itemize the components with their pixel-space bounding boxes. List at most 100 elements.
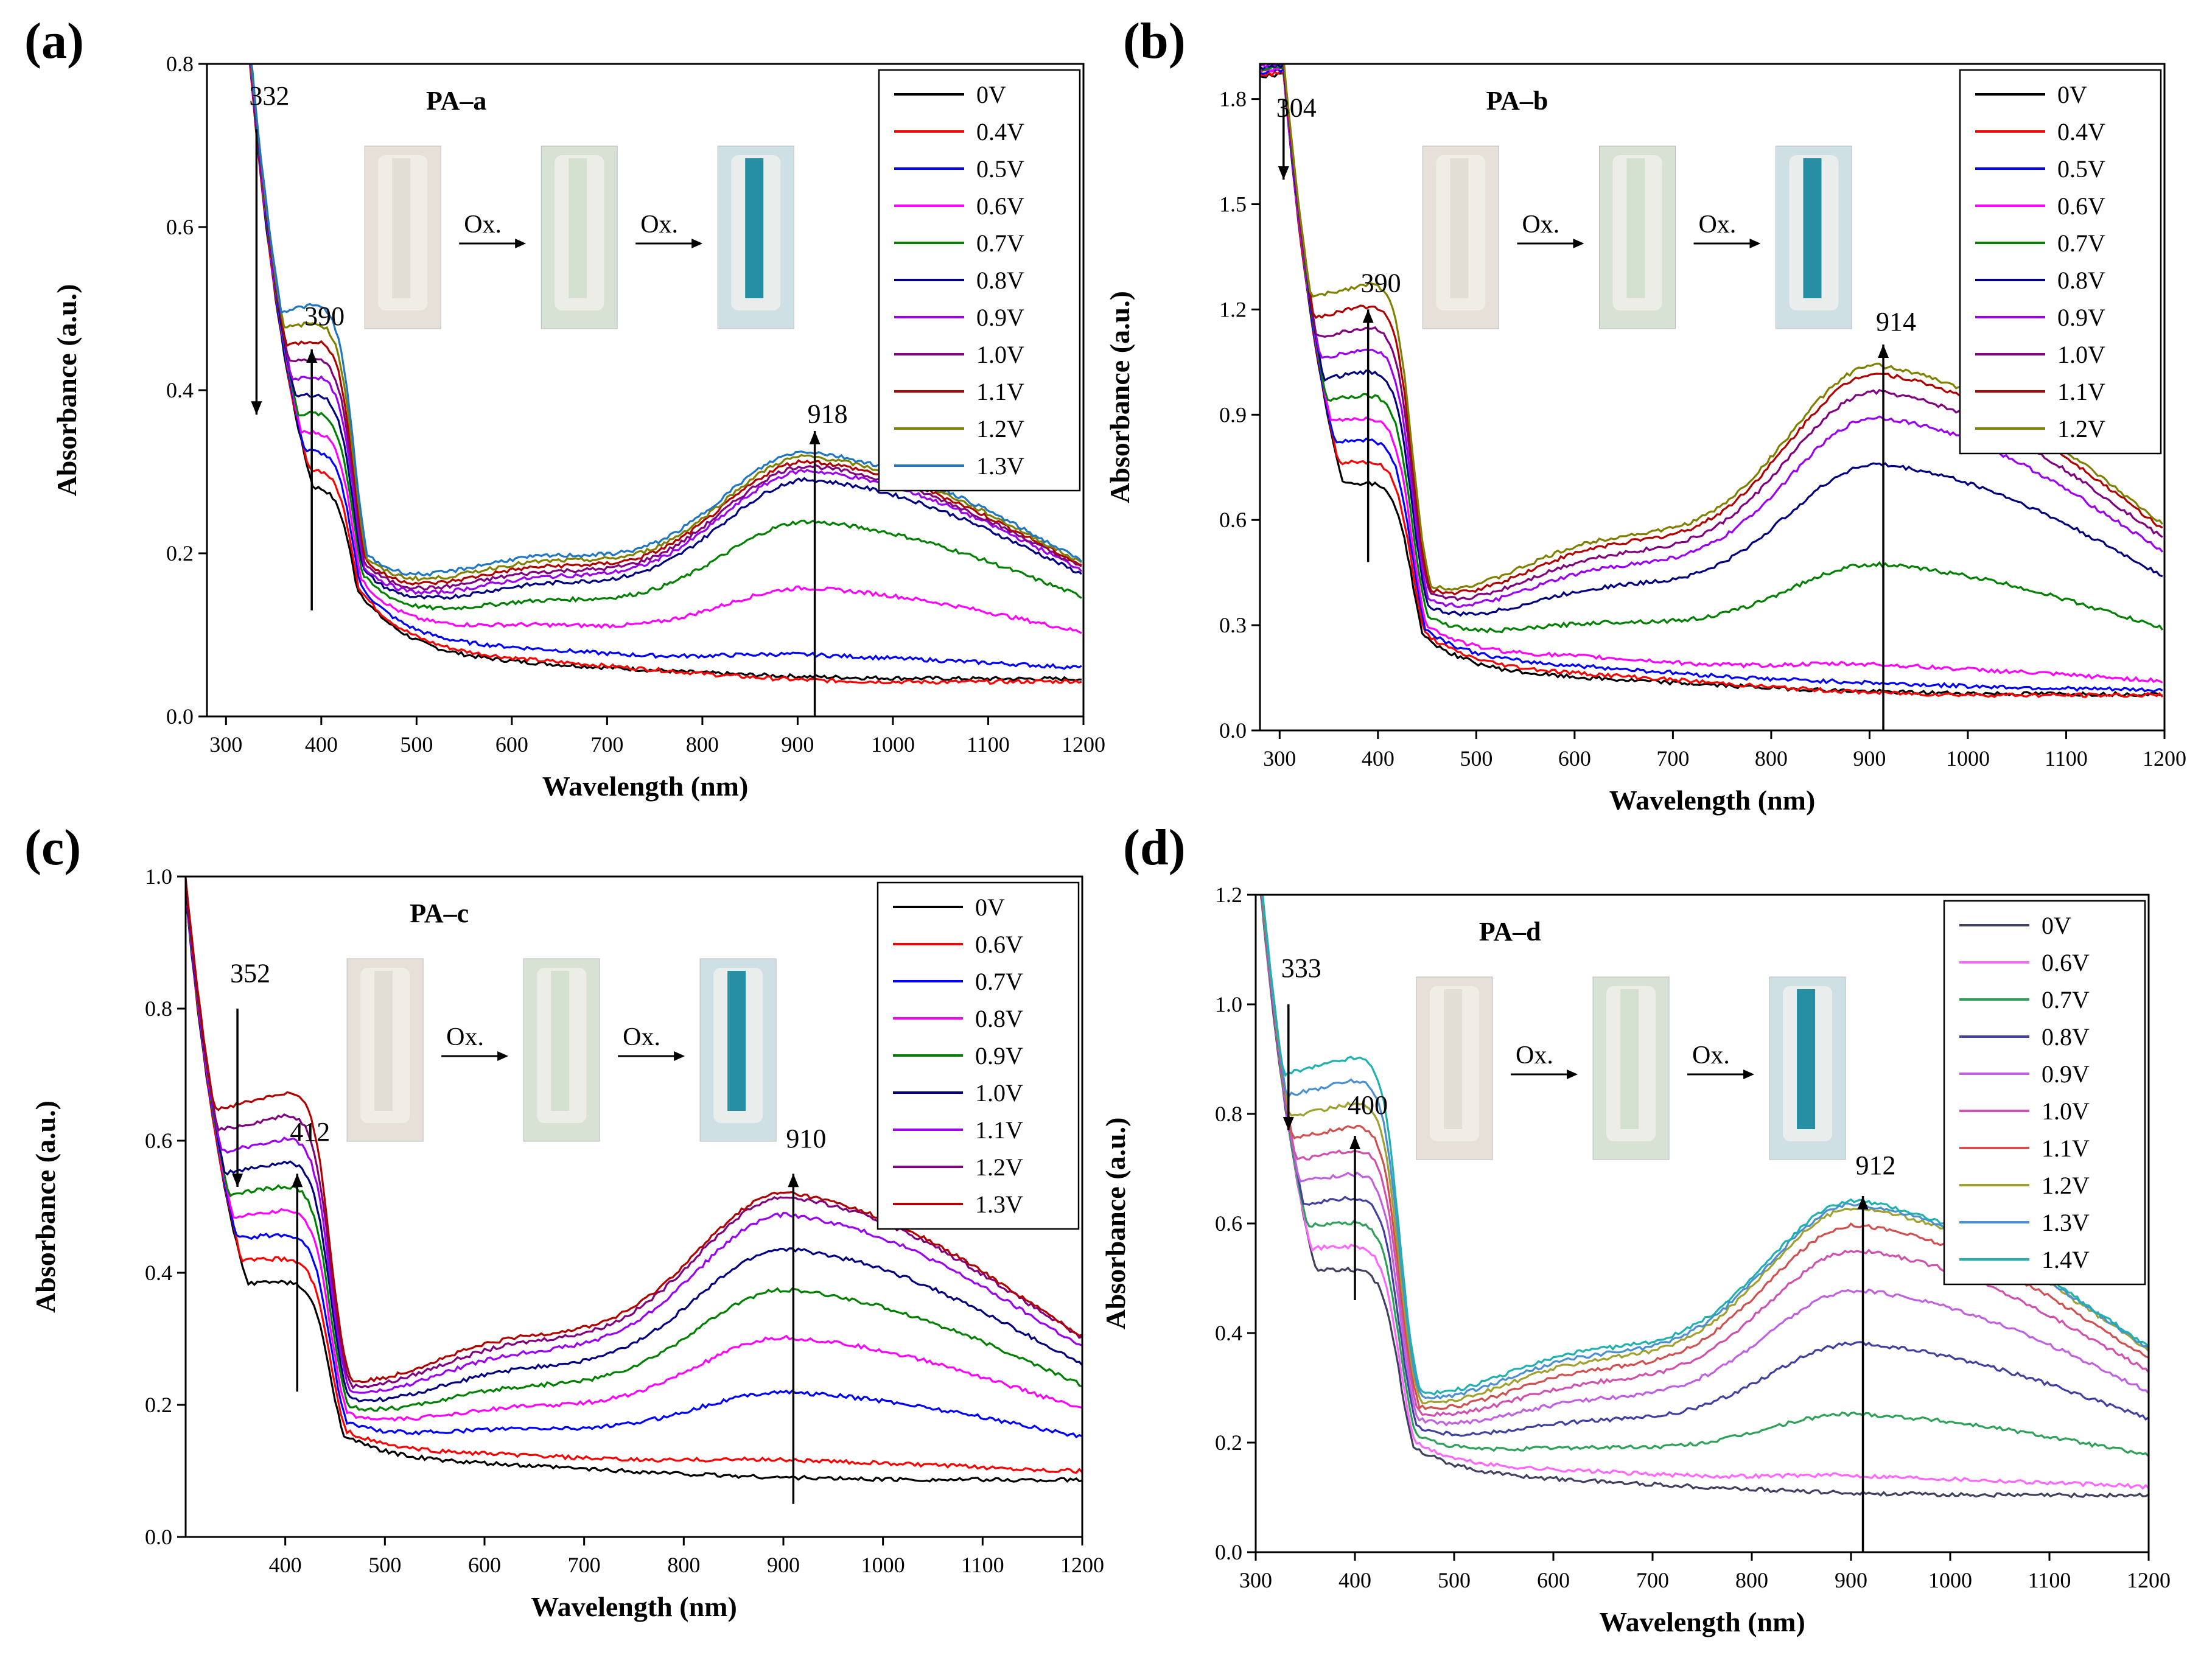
panel-letter: (a)	[24, 13, 84, 69]
legend-label: 0.5V	[976, 155, 1024, 183]
legend-label: 0.9V	[2057, 304, 2105, 331]
panel-4: (d) 300 400 500 600 700 800 900 1000 1100 1200 0.0 0…	[1100, 819, 2171, 1637]
legend-label: 1.1V	[975, 1116, 1023, 1144]
legend-label: 0.6V	[2042, 949, 2090, 976]
legend-label: 1.2V	[2042, 1172, 2090, 1199]
y-tick-label: 0.0	[166, 704, 194, 729]
x-tick-label: 700	[568, 1553, 601, 1577]
legend-label: 0.9V	[975, 1042, 1023, 1069]
legend-label: 0.6V	[976, 192, 1024, 220]
vial-film	[1620, 989, 1639, 1129]
ox-label: Ox.	[1698, 211, 1736, 239]
x-tick-label: 800	[1755, 746, 1788, 771]
series-line-0.9V	[1260, 64, 2164, 609]
legend-label: 1.0V	[2057, 341, 2105, 368]
legend-label: 0.4V	[976, 118, 1024, 145]
ox-arrow-head	[674, 1051, 685, 1061]
legend-label: 0.7V	[2057, 229, 2105, 257]
series-line-0V	[1259, 895, 2149, 1499]
x-tick-label: 300	[1239, 1568, 1272, 1592]
y-tick-label: 0.9	[1219, 402, 1247, 427]
legend-label: 0.5V	[2057, 155, 2105, 183]
vial-film	[1450, 158, 1469, 298]
series-line-0.7V	[1260, 895, 2149, 1457]
series-line-0.8V	[1260, 64, 2163, 617]
y-axis-label: Absorbance (a.u.)	[1100, 1118, 1131, 1330]
panel-letter: (b)	[1123, 13, 1186, 69]
series-line-0.6V	[1260, 66, 2163, 684]
vial-film	[551, 971, 570, 1111]
series-line-0.8V	[1261, 895, 2149, 1437]
vial-film	[374, 971, 393, 1111]
x-tick-label: 500	[400, 732, 433, 757]
annotation-label: 390	[1361, 268, 1401, 298]
series-line-0.6V	[186, 891, 1082, 1474]
vial-film	[392, 158, 411, 298]
legend-label: 1.0V	[976, 341, 1024, 368]
x-tick-label: 1000	[1928, 1568, 1972, 1592]
legend-label: 0.8V	[975, 1005, 1023, 1032]
series-line-1.1V	[186, 880, 1082, 1394]
vial-photos: Ox. Ox.	[364, 145, 794, 329]
legend-label: 0V	[2042, 912, 2071, 939]
x-tick-label: 400	[1362, 746, 1394, 771]
x-axis-label: Wavelength (nm)	[542, 771, 749, 802]
y-tick-label: 0.2	[166, 541, 194, 565]
y-tick-label: 0.8	[166, 52, 194, 76]
legend-label: 0.7V	[976, 229, 1024, 257]
arrow-head	[1278, 166, 1289, 180]
y-tick-label: 1.0	[145, 864, 172, 889]
legend-label: 1.2V	[975, 1153, 1023, 1181]
ox-arrow-head	[1567, 1069, 1578, 1079]
y-tick-label: 0.6	[1215, 1211, 1242, 1236]
x-tick-label: 900	[767, 1553, 800, 1577]
legend-box	[1959, 69, 2162, 455]
x-tick-label: 1000	[871, 732, 915, 757]
y-axis-label: Absorbance (a.u.)	[51, 284, 82, 497]
series-line-1.3V	[186, 878, 1082, 1384]
series-line-0V	[186, 893, 1082, 1483]
annotation-label: 333	[1281, 953, 1321, 983]
annotation-label: 914	[1876, 307, 1916, 337]
x-tick-label: 700	[1656, 746, 1689, 771]
series-group	[186, 878, 1082, 1483]
panel-3: (c) 400 500 600 700 800 900 1000 1100 1200 0.0 0.2 0…	[24, 819, 1104, 1622]
series-line-0.9V	[1261, 895, 2149, 1427]
x-tick-label: 600	[1558, 746, 1591, 771]
series-line-0.8V	[186, 887, 1082, 1422]
series-line-0.7V	[250, 64, 1082, 611]
x-tick-label: 700	[1636, 1568, 1669, 1592]
legend-label: 1.1V	[976, 378, 1024, 405]
x-tick-label: 300	[1263, 746, 1296, 771]
ox-arrow-head	[1743, 1069, 1755, 1079]
annotation-label: 912	[1856, 1150, 1896, 1180]
chart-title: PA–c	[410, 898, 469, 928]
x-tick-label: 1200	[2143, 746, 2186, 771]
ox-label: Ox.	[640, 211, 678, 239]
annotation-label: 412	[290, 1117, 330, 1147]
legend-label: 1.4V	[2042, 1246, 2090, 1273]
arrow-head	[1857, 1196, 1869, 1209]
x-tick-label: 800	[667, 1553, 700, 1577]
y-axis-label: Absorbance (a.u.)	[1104, 291, 1135, 503]
legend: 0V 0.4V 0.5V 0.6V 0.7V 0.8V 0.9V 1.0V 1.1V 1.2V 1.…	[878, 69, 1081, 492]
y-tick-label: 0.0	[1219, 718, 1247, 743]
y-tick-label: 0.4	[166, 378, 194, 402]
chart-title: PA–b	[1486, 86, 1548, 116]
ox-label: Ox.	[464, 211, 502, 239]
legend-label: 1.3V	[2042, 1209, 2090, 1236]
annotation-label: 332	[249, 81, 289, 111]
plot-frame	[1259, 63, 2166, 732]
x-tick-label: 1200	[2127, 1568, 2171, 1592]
x-tick-label: 1100	[2028, 1568, 2071, 1592]
legend-label: 0.6V	[975, 931, 1023, 958]
x-tick-label: 400	[1338, 1568, 1371, 1592]
legend-label: 1.2V	[2057, 415, 2105, 443]
y-tick-label: 0.6	[166, 215, 194, 239]
x-tick-label: 500	[368, 1553, 401, 1577]
vial-photos: Ox. Ox.	[346, 958, 777, 1142]
vial-film	[569, 158, 587, 298]
ox-label: Ox.	[446, 1023, 484, 1051]
y-tick-label: 0.0	[1215, 1540, 1242, 1564]
annotation-label: 910	[786, 1124, 826, 1153]
